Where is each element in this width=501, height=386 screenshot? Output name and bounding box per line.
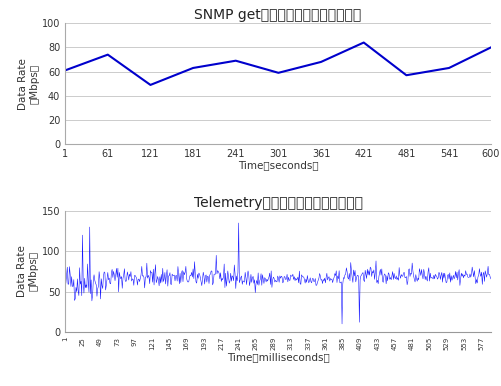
Title: Telemetry方式下亚秒级流量统计上报: Telemetry方式下亚秒级流量统计上报	[193, 196, 363, 210]
X-axis label: Time（seconds）: Time（seconds）	[238, 161, 318, 171]
Title: SNMP get方式下分钟级流量统计查询: SNMP get方式下分钟级流量统计查询	[194, 8, 362, 22]
Y-axis label: Data Rate
（Mbps）: Data Rate （Mbps）	[18, 58, 39, 110]
Y-axis label: Data Rate
（Mbps）: Data Rate （Mbps）	[18, 245, 39, 297]
X-axis label: Time（milliseconds）: Time（milliseconds）	[226, 352, 330, 362]
